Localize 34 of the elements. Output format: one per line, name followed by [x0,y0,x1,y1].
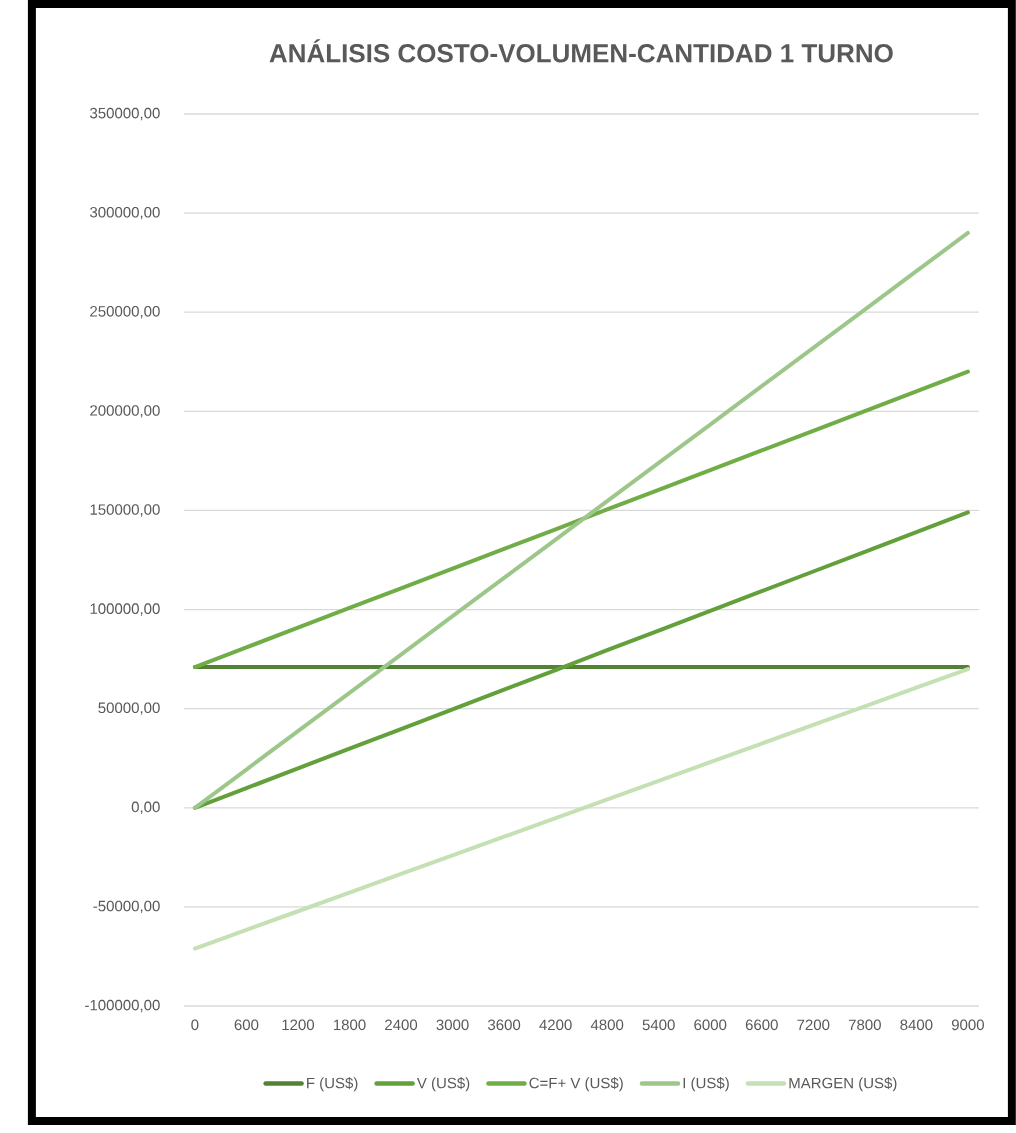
line-series [192,369,970,670]
x-tick-label: 7200 [797,1019,830,1031]
legend-label: C=F+ V (US$) [529,1077,623,1092]
line-series [192,230,970,810]
x-tick-label: 600 [234,1019,259,1031]
x-tick-label: 5400 [642,1019,675,1031]
chart-title: ANÁLISIS COSTO-VOLUMEN-CANTIDAD 1 TURNO [269,39,893,63]
x-tick-label: 8400 [900,1019,933,1031]
legend-label: I (US$) [683,1077,729,1092]
y-tick-label: 350000,00 [90,107,160,121]
legend-label: MARGEN (US$) [789,1077,897,1092]
y-tick-label: 250000,00 [90,306,160,319]
x-tick-label: 1200 [282,1019,315,1031]
y-tick-label: 0,00 [131,801,160,814]
y-tick-label: 100000,00 [90,603,160,616]
y-tick-label: -100000,00 [85,999,160,1013]
x-tick-label: 1800 [334,1019,366,1031]
legend-label: V (US$) [416,1077,470,1092]
y-tick-label: 50000,00 [98,702,160,715]
legend-label: F (US$) [307,1077,358,1092]
y-tick-label: 150000,00 [90,504,160,517]
y-tick-label: 200000,00 [90,405,160,418]
x-tick-label: 3600 [488,1019,521,1031]
y-tick-label: -50000,00 [93,900,160,914]
x-tick-label: 9000 [951,1019,985,1031]
y-tick-label: 300000,00 [90,206,160,220]
x-tick-label: 0 [191,1019,199,1031]
x-tick-label: 3000 [436,1019,469,1031]
x-tick-label: 6000 [694,1019,727,1031]
x-tick-label: 6600 [745,1019,778,1031]
x-tick-label: 4800 [590,1019,624,1031]
x-tick-label: 4200 [539,1019,572,1031]
x-tick-label: 2400 [385,1019,418,1031]
x-tick-label: 7800 [848,1019,881,1031]
